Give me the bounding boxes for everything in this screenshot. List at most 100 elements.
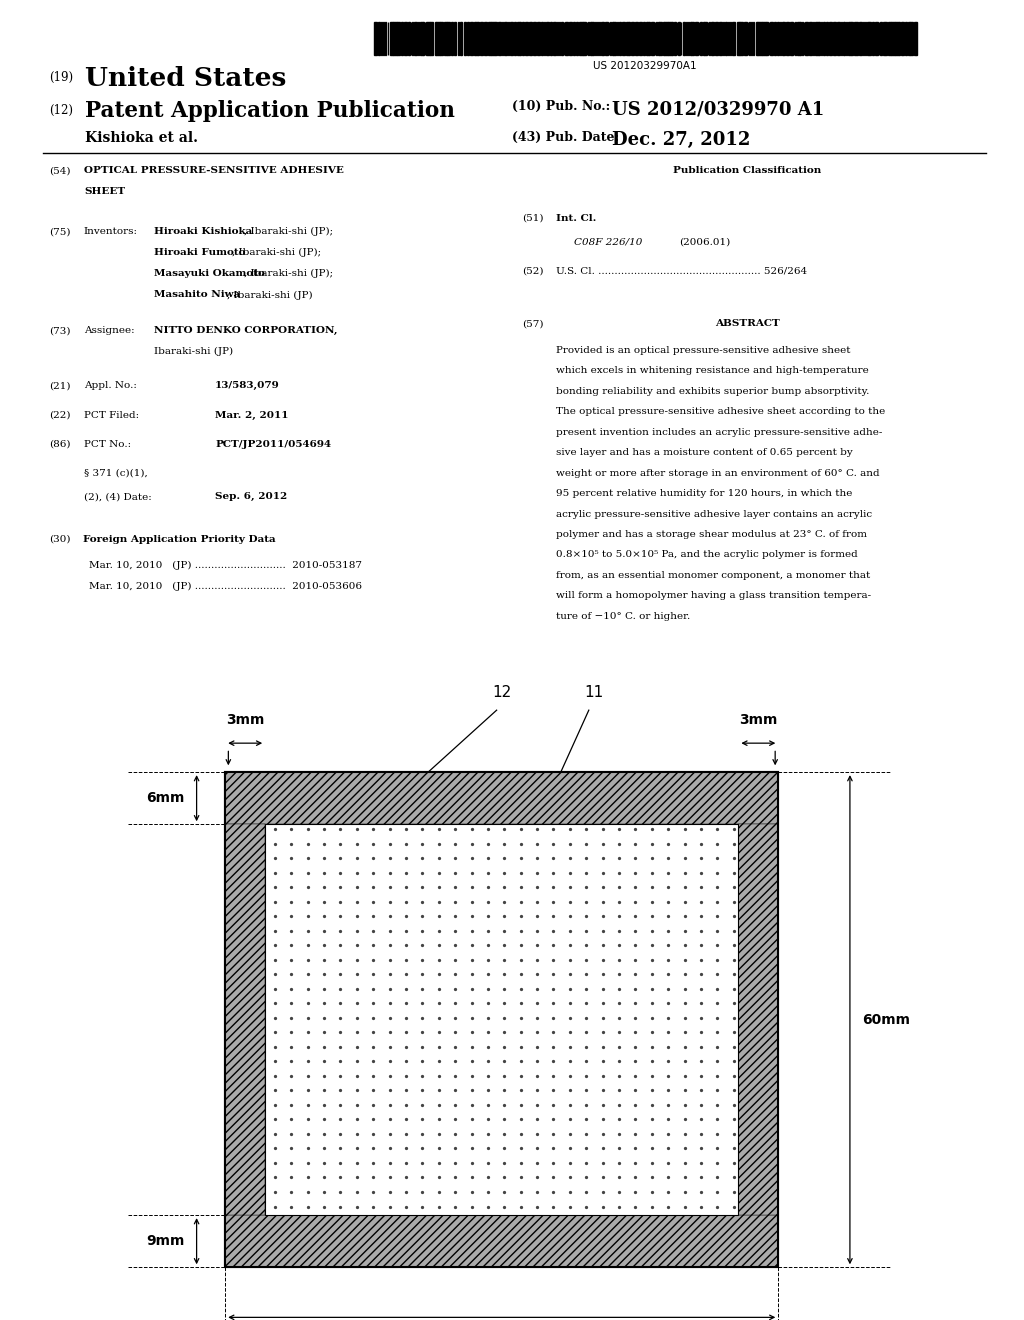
Bar <box>665 22 668 55</box>
Bar <box>766 22 768 55</box>
Point <box>692 949 709 970</box>
Point <box>578 1196 594 1217</box>
Point <box>414 1094 430 1115</box>
Bar <box>538 22 541 55</box>
Point <box>283 1167 299 1188</box>
Point <box>332 847 348 869</box>
Point <box>365 1051 381 1072</box>
Text: Hiroaki Fumoto: Hiroaki Fumoto <box>154 248 245 257</box>
Point <box>528 1051 545 1072</box>
Point <box>283 1065 299 1086</box>
Point <box>610 1196 627 1217</box>
Text: (57): (57) <box>522 319 544 329</box>
Point <box>561 906 578 927</box>
Bar <box>797 22 800 55</box>
Point <box>578 1007 594 1028</box>
Bar <box>888 22 891 55</box>
Point <box>594 891 610 912</box>
Bar <box>553 22 556 55</box>
Point <box>627 833 643 854</box>
Point <box>659 862 676 883</box>
Bar <box>647 22 649 55</box>
Point <box>365 1138 381 1159</box>
Point <box>496 1065 512 1086</box>
Point <box>725 1036 741 1057</box>
Point <box>496 920 512 941</box>
Bar <box>786 22 788 55</box>
Point <box>725 1123 741 1144</box>
Text: Kishioka et al.: Kishioka et al. <box>85 131 198 145</box>
Bar <box>480 22 482 55</box>
Point <box>709 847 725 869</box>
Point <box>446 1123 463 1144</box>
Point <box>496 891 512 912</box>
Point <box>397 1051 414 1072</box>
Point <box>397 847 414 869</box>
Point <box>266 1036 283 1057</box>
Bar <box>557 22 558 55</box>
Point <box>381 1109 397 1130</box>
Point <box>479 891 496 912</box>
Point <box>676 1065 692 1086</box>
Point <box>381 1080 397 1101</box>
Point <box>463 1080 479 1101</box>
Bar <box>565 22 568 55</box>
Text: (2), (4) Date:: (2), (4) Date: <box>84 492 152 502</box>
Point <box>561 862 578 883</box>
Point <box>545 862 561 883</box>
Point <box>348 906 365 927</box>
Point <box>283 1196 299 1217</box>
Point <box>266 1167 283 1188</box>
Text: polymer and has a storage shear modulus at 23° C. of from: polymer and has a storage shear modulus … <box>556 531 867 539</box>
Point <box>594 876 610 898</box>
Point <box>430 964 446 985</box>
Text: (10) Pub. No.:: (10) Pub. No.: <box>512 100 610 114</box>
Point <box>676 1152 692 1173</box>
Point <box>283 949 299 970</box>
Point <box>315 1007 332 1028</box>
Bar <box>454 22 457 55</box>
Point <box>692 1196 709 1217</box>
Point <box>479 876 496 898</box>
Point <box>414 1051 430 1072</box>
Point <box>627 847 643 869</box>
Bar <box>580 22 583 55</box>
Point <box>578 876 594 898</box>
Bar <box>613 22 616 55</box>
Point <box>692 1065 709 1086</box>
Point <box>512 1196 528 1217</box>
Point <box>446 1051 463 1072</box>
Text: PCT No.:: PCT No.: <box>84 440 131 449</box>
Point <box>446 964 463 985</box>
Point <box>512 1094 528 1115</box>
Point <box>332 920 348 941</box>
Point <box>528 964 545 985</box>
Point <box>692 1022 709 1043</box>
Point <box>414 1080 430 1101</box>
Point <box>643 1051 659 1072</box>
Point <box>463 935 479 956</box>
Point <box>479 818 496 840</box>
Point <box>545 1196 561 1217</box>
Point <box>528 993 545 1014</box>
Point <box>676 920 692 941</box>
Point <box>692 964 709 985</box>
Bar <box>738 824 778 1216</box>
Point <box>496 1138 512 1159</box>
Point <box>446 949 463 970</box>
Point <box>299 993 315 1014</box>
Point <box>512 1152 528 1173</box>
Bar <box>462 22 463 55</box>
Text: 6mm: 6mm <box>146 791 184 805</box>
Point <box>315 949 332 970</box>
Point <box>545 818 561 840</box>
Bar <box>683 22 685 55</box>
Point <box>446 818 463 840</box>
Point <box>545 1051 561 1072</box>
Point <box>332 1065 348 1086</box>
Bar <box>522 22 524 55</box>
Bar <box>524 22 528 55</box>
Point <box>561 1051 578 1072</box>
Point <box>397 964 414 985</box>
Point <box>627 993 643 1014</box>
